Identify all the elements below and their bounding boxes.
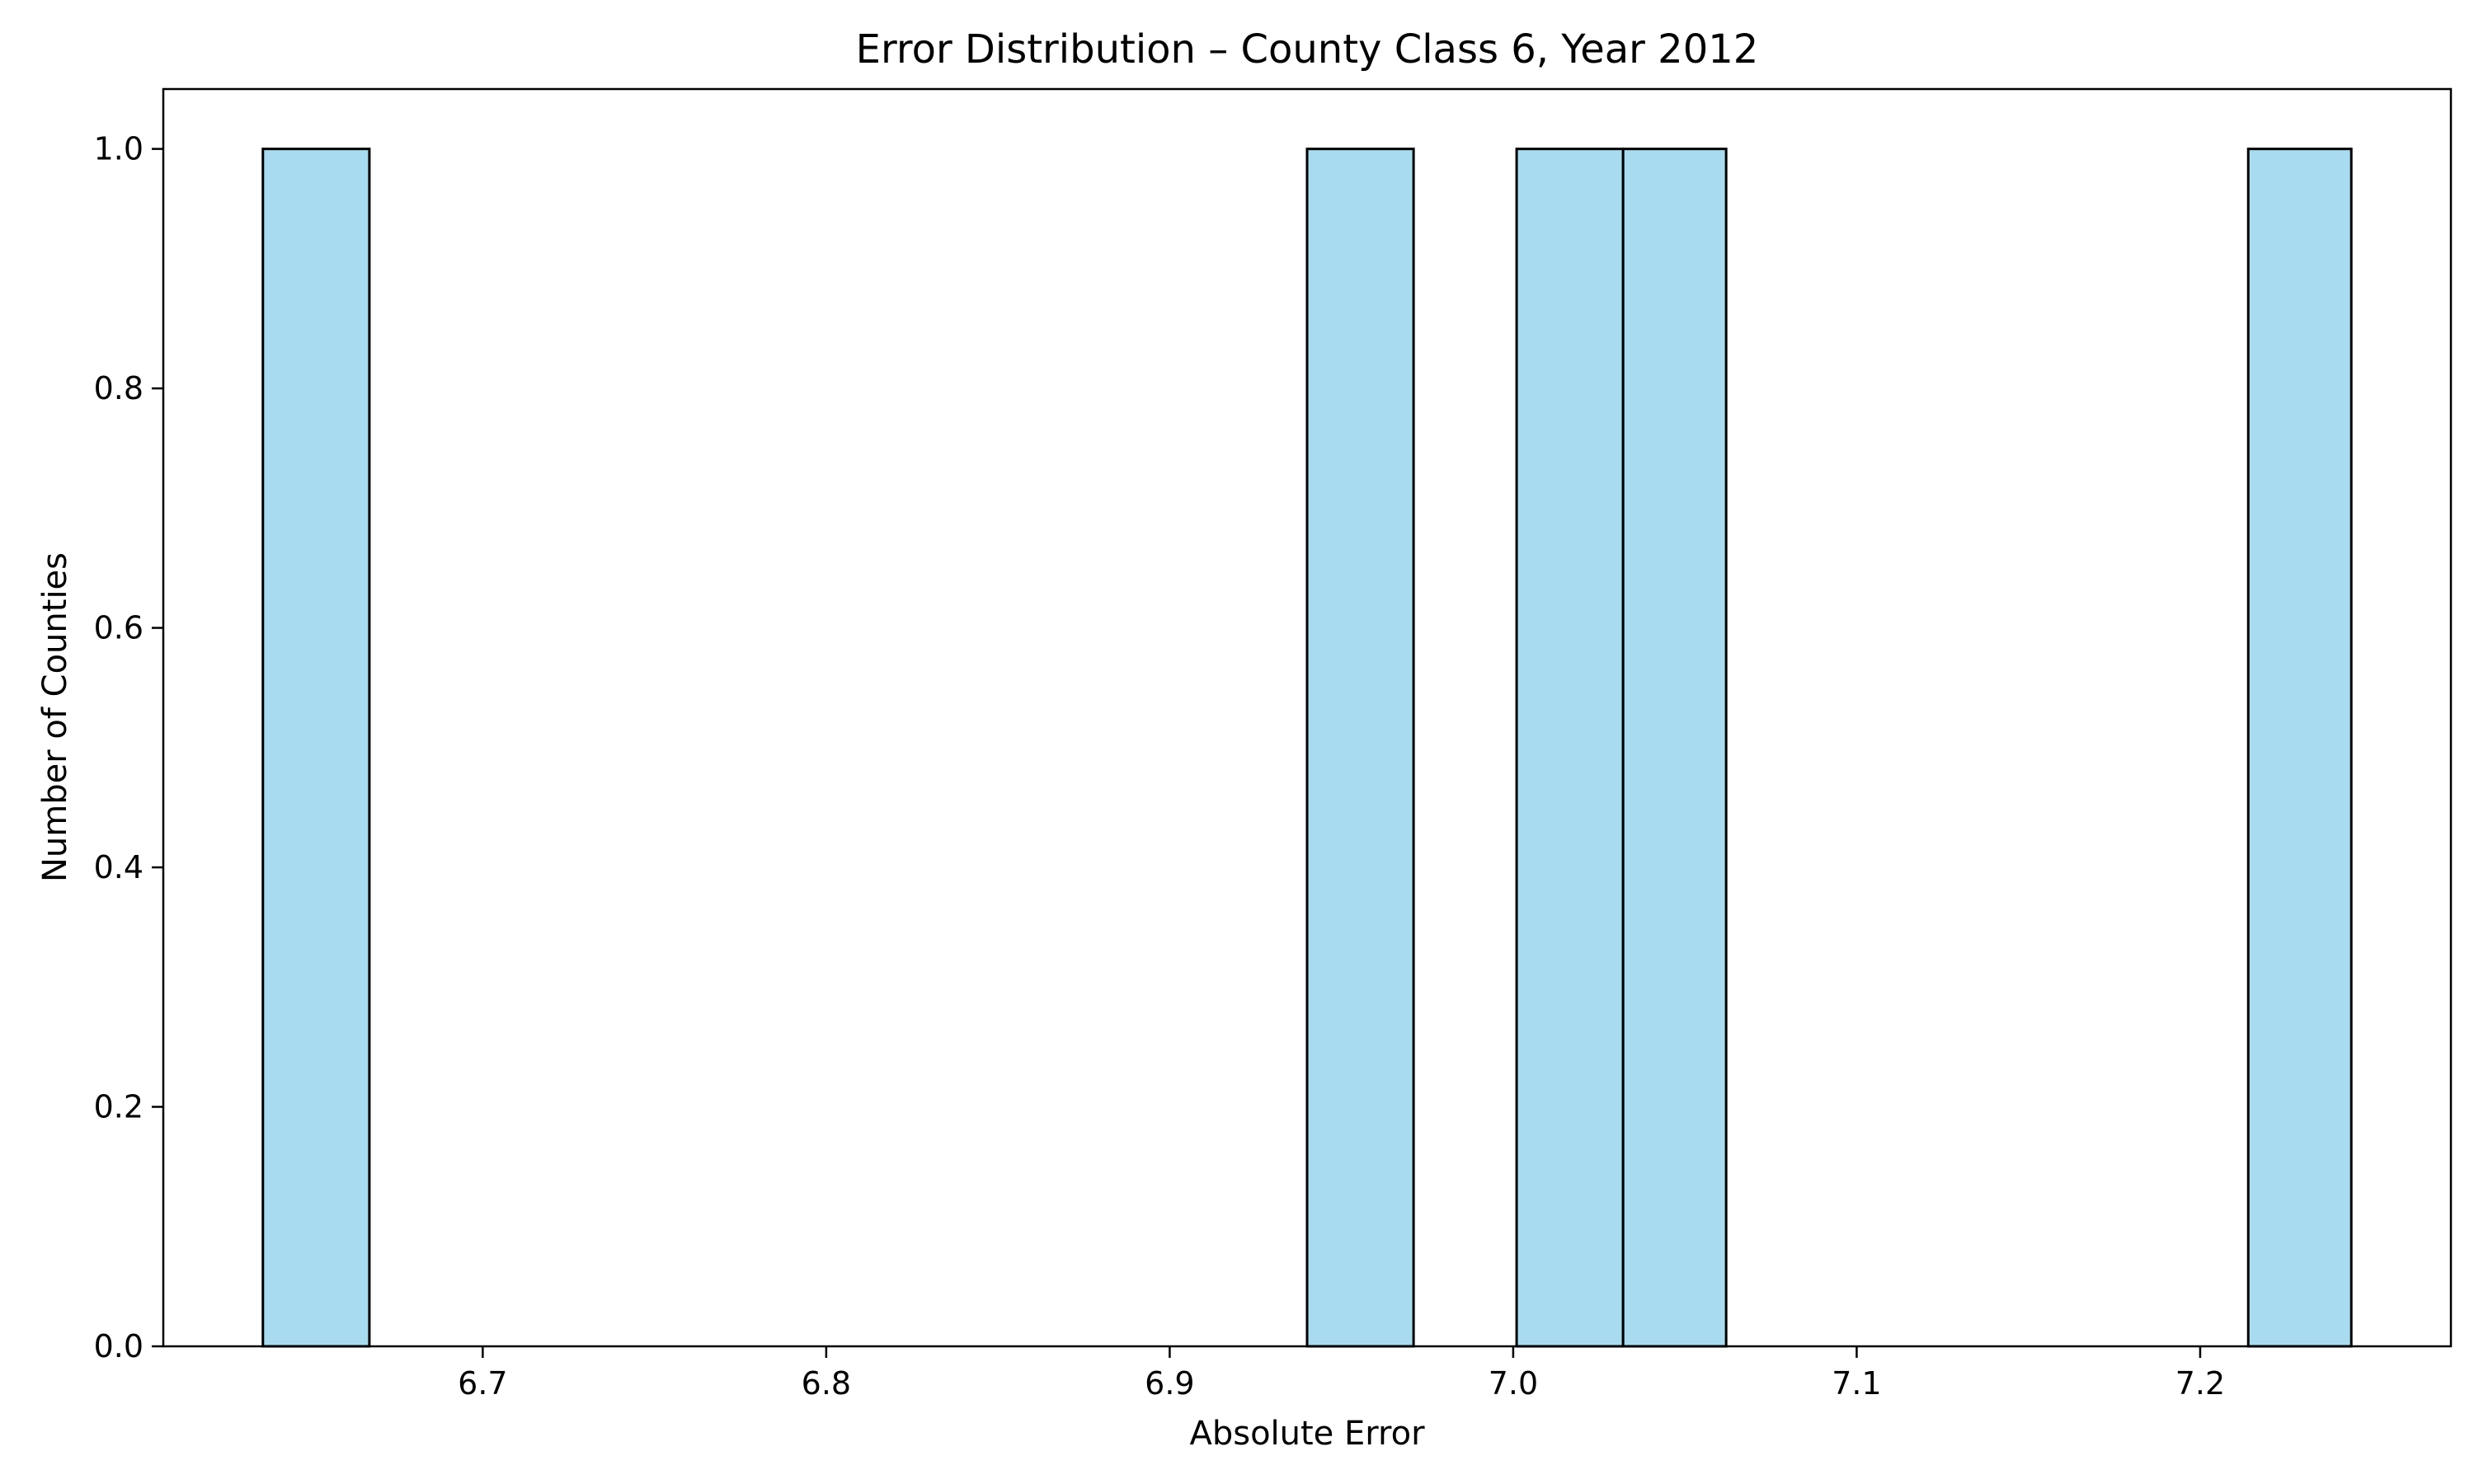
x-tick-label: 7.1 (1832, 1365, 1881, 1402)
x-axis-label: Absolute Error (1189, 1415, 1425, 1453)
x-tick-label: 6.8 (802, 1365, 851, 1402)
histogram-bar-1 (261, 148, 371, 1348)
y-tick-label: 0.2 (94, 1089, 143, 1125)
y-tick-label: 0.8 (94, 370, 143, 406)
x-tick-label: 7.2 (2175, 1365, 2225, 1402)
histogram-bar-4 (1621, 148, 1728, 1348)
histogram-bar-2 (1305, 148, 1415, 1348)
x-tick-label: 6.9 (1145, 1365, 1194, 1402)
y-axis-ticks: 0.0 0.2 0.4 0.6 0.8 1.0 (94, 131, 163, 1364)
y-tick-label: 0.4 (94, 849, 143, 885)
chart-title: Error Distribution – County Class 6, Yea… (856, 26, 1759, 73)
histogram-bar-3 (1515, 148, 1625, 1348)
bars-group (261, 148, 2353, 1348)
x-axis-ticks: 6.7 6.8 6.9 7.0 7.1 7.2 (458, 1346, 2225, 1402)
x-tick-label: 7.0 (1489, 1365, 1538, 1402)
histogram-bar-5 (2246, 148, 2353, 1348)
plot-frame (162, 87, 2453, 1348)
y-axis-label: Number of Counties (36, 552, 74, 882)
y-tick-label: 0.0 (94, 1328, 143, 1364)
x-tick-label: 6.7 (458, 1365, 507, 1402)
y-tick-label: 1.0 (94, 131, 143, 167)
y-tick-label: 0.6 (94, 610, 143, 646)
